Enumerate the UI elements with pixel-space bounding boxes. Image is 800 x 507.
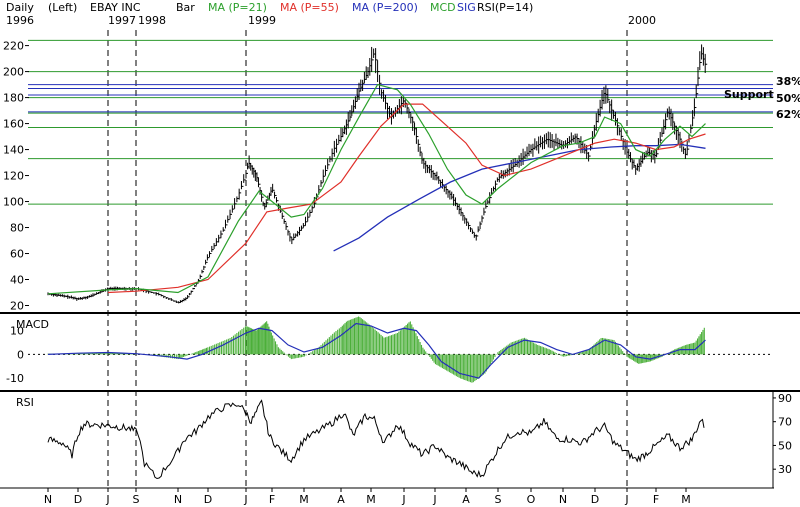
price-ytick-140: 140 [3, 144, 24, 157]
month-label-17: D [591, 493, 599, 506]
year-labels: 1996 1997 1998 1999 2000 [6, 14, 656, 27]
month-label-9: A [337, 493, 345, 506]
year-label-2000: 2000 [628, 14, 656, 27]
macd-signal-line [47, 322, 706, 379]
header-sig: SIG [457, 1, 476, 14]
fib-label-2: Support [724, 88, 774, 101]
month-label-6: J [243, 493, 247, 506]
rsi-panel: RSI 90 70 50 30 [16, 392, 792, 480]
macd-title: MACD [16, 318, 49, 331]
rsi-ytick-30: 30 [778, 463, 792, 476]
header-axis: (Left) [48, 1, 77, 14]
month-label-10: M [366, 493, 376, 506]
month-label-1: D [74, 493, 82, 506]
macd-ytick-0: 0 [17, 348, 24, 361]
macd-histogram [47, 316, 705, 383]
header-mcd: MCD [430, 1, 456, 14]
month-label-14: S [495, 493, 502, 506]
header-ma200: MA (P=200) [352, 1, 418, 14]
fib-label-3: 62% [776, 108, 800, 121]
macd-panel: MACD 10 0 -10 [6, 316, 773, 385]
month-label-12: J [432, 493, 436, 506]
rsi-line [47, 399, 705, 480]
month-label-8: M [299, 493, 309, 506]
fib-label-0: 38% [776, 75, 800, 88]
fib-label-1: 50% [776, 92, 800, 105]
year-label-1997: 1997 [108, 14, 136, 27]
macd-ytick--10: -10 [6, 372, 24, 385]
header-period: Daily [6, 1, 34, 14]
price-ytick-80: 80 [10, 222, 24, 235]
month-label-13: A [462, 493, 470, 506]
header-ma21: MA (P=21) [208, 1, 267, 14]
chart-header: Daily (Left) EBAY INC Bar MA (P=21) MA (… [6, 1, 533, 14]
price-ytick-100: 100 [3, 196, 24, 209]
price-ytick-60: 60 [10, 248, 24, 261]
rsi-ytick-70: 70 [778, 416, 792, 429]
rsi-ytick-50: 50 [778, 439, 792, 452]
price-bars [47, 44, 708, 304]
month-label-16: N [559, 493, 567, 506]
month-label-15: O [527, 493, 536, 506]
price-ytick-20: 20 [10, 300, 24, 313]
header-ma55: MA (P=55) [280, 1, 339, 14]
header-rsi: RSI(P=14) [477, 1, 533, 14]
macd-ytick-10: 10 [10, 325, 24, 338]
header-symbol: EBAY INC [90, 1, 141, 14]
price-ytick-220: 220 [3, 40, 24, 53]
price-ytick-40: 40 [10, 274, 24, 287]
month-label-2: J [105, 493, 109, 506]
price-ytick-160: 160 [3, 118, 24, 131]
month-label-5: D [204, 493, 212, 506]
month-label-7: F [269, 493, 275, 506]
rsi-title: RSI [16, 396, 34, 409]
price-ytick-180: 180 [3, 92, 24, 105]
month-label-19: F [653, 493, 659, 506]
ma21-line [47, 83, 706, 295]
header-style: Bar [176, 1, 195, 14]
month-label-3: S [133, 493, 140, 506]
grid-layer [107, 30, 628, 487]
price-ytick-120: 120 [3, 170, 24, 183]
price-ytick-200: 200 [3, 66, 24, 79]
year-label-1999: 1999 [248, 14, 276, 27]
year-label-1996: 1996 [6, 14, 34, 27]
ma55-line [107, 103, 706, 294]
month-label-18: J [624, 493, 628, 506]
month-label-11: J [401, 493, 405, 506]
month-label-4: N [174, 493, 182, 506]
month-label-0: N [44, 493, 52, 506]
month-label-20: M [681, 493, 691, 506]
ma200-line [333, 143, 706, 252]
rsi-ytick-90: 90 [778, 392, 792, 405]
year-label-1998: 1998 [138, 14, 166, 27]
